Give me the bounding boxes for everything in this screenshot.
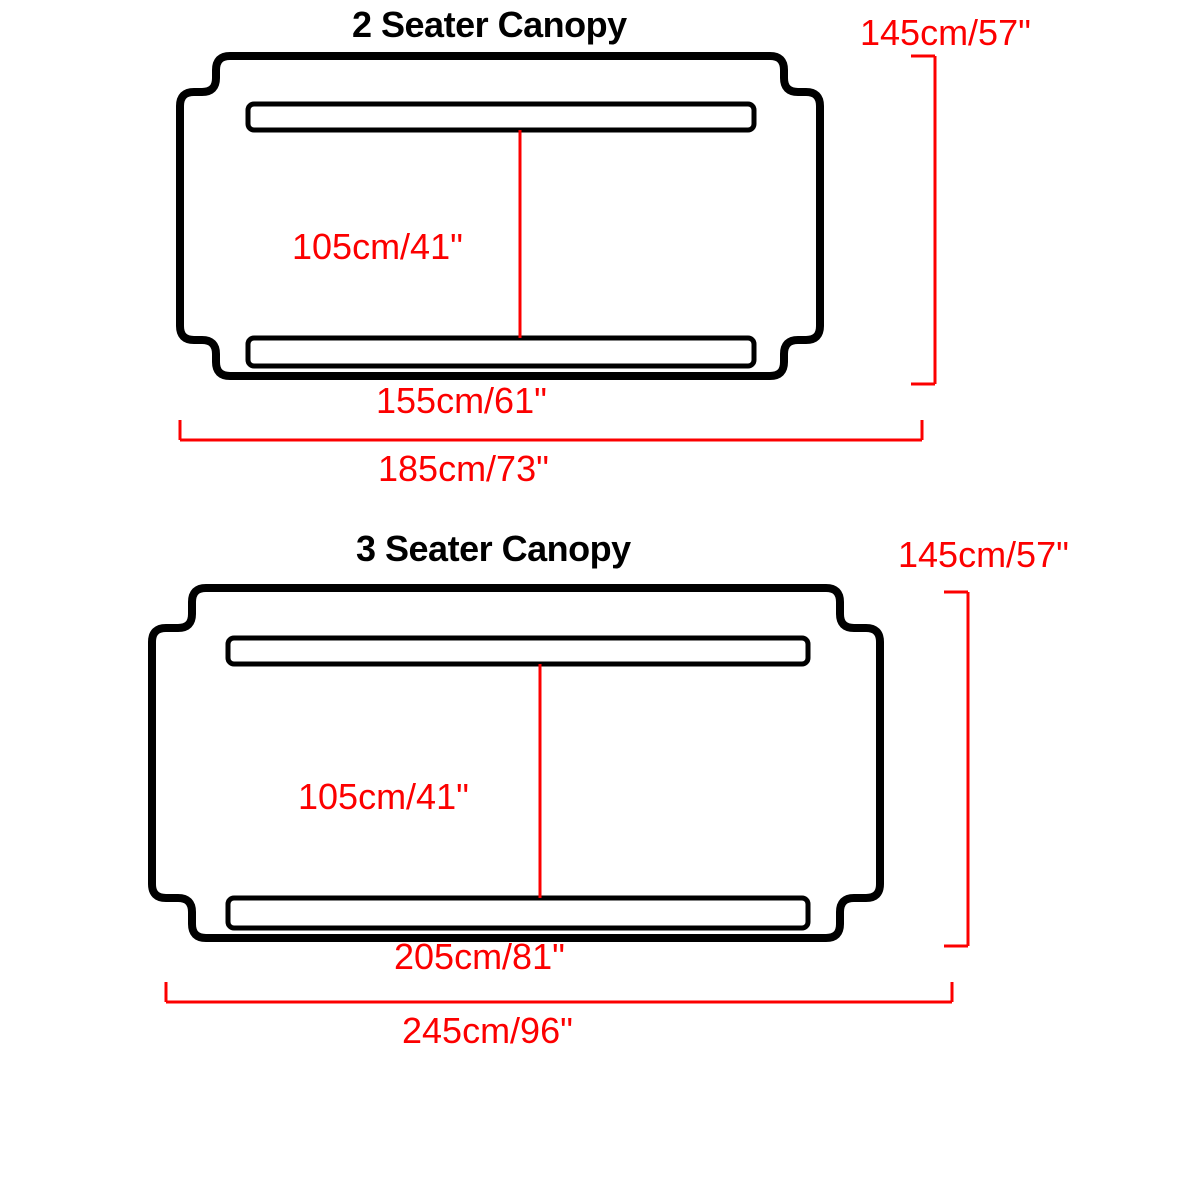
c2-outer-width: 185cm/73" xyxy=(378,448,549,490)
c3-inner-height: 105cm/41" xyxy=(298,776,469,818)
canopy2-title: 2 Seater Canopy xyxy=(352,4,627,46)
c2-outer-height: 145cm/57" xyxy=(860,12,1031,54)
c3-outer-height: 145cm/57" xyxy=(898,534,1069,576)
c3-outer-width: 245cm/96" xyxy=(402,1010,573,1052)
canopy3-title: 3 Seater Canopy xyxy=(356,528,631,570)
c2-inner-width: 155cm/61" xyxy=(376,380,547,422)
c3-inner-width: 205cm/81" xyxy=(394,936,565,978)
c2-inner-height: 105cm/41" xyxy=(292,226,463,268)
diagram-svg xyxy=(0,0,1200,1200)
